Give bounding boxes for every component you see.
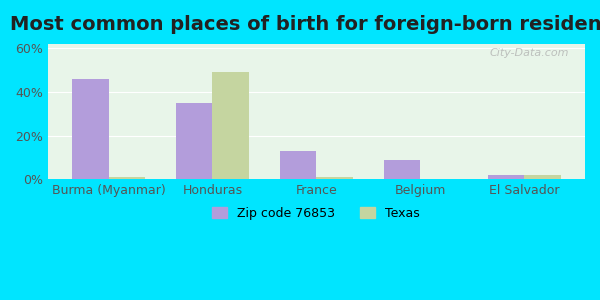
Legend: Zip code 76853, Texas: Zip code 76853, Texas [208,202,425,225]
Bar [176,103,212,179]
Bar [280,151,316,179]
Title: Most common places of birth for foreign-born residents: Most common places of birth for foreign-… [10,15,600,34]
Bar [316,177,353,179]
Bar [72,79,109,179]
Bar [524,175,560,179]
Bar [109,177,145,179]
Bar [488,175,524,179]
Bar [384,160,420,179]
Text: City-Data.com: City-Data.com [490,48,569,58]
Bar [212,72,249,179]
